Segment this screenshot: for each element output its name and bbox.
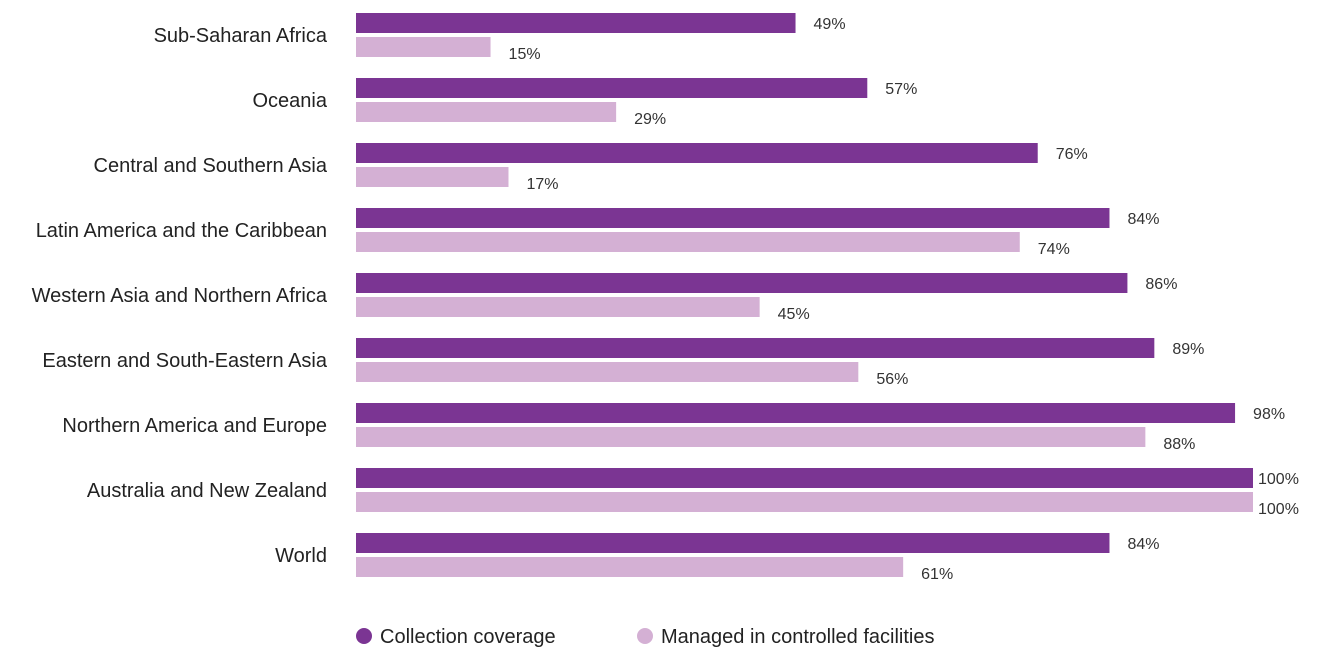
value-label-managed-in-controlled-facilities-western-asia-and-northern-africa: 45% <box>778 306 810 323</box>
value-label-collection-coverage-oceania: 57% <box>885 81 917 98</box>
value-label-collection-coverage-western-asia-and-northern-africa: 86% <box>1145 276 1177 293</box>
labels-layer: Sub-Saharan Africa 49% 15% Oceania 57% 29% Cen… <box>32 16 1299 583</box>
category-label-world: World <box>275 545 327 567</box>
bar-collection-coverage-eastern-and-south-eastern-asia <box>356 338 1155 358</box>
category-label-latin-america-and-the-caribbean: Latin America and the Caribbean <box>36 220 327 242</box>
value-label-managed-in-controlled-facilities-eastern-and-south-eastern-asia: 56% <box>876 371 908 388</box>
bar-collection-coverage-australia-and-new-zealand <box>356 468 1253 488</box>
bar-managed-in-controlled-facilities-eastern-and-south-eastern-asia <box>356 362 859 382</box>
legend: Collection coverage Managed in controlle… <box>356 626 935 647</box>
value-label-managed-in-controlled-facilities-central-and-southern-asia: 17% <box>526 176 558 193</box>
bar-collection-coverage-northern-america-and-europe <box>356 403 1236 423</box>
bar-managed-in-controlled-facilities-latin-america-and-the-caribbean <box>356 232 1020 252</box>
category-label-eastern-and-south-eastern-asia: Eastern and South-Eastern Asia <box>42 350 327 372</box>
value-label-managed-in-controlled-facilities-oceania: 29% <box>634 111 666 128</box>
bar-collection-coverage-world <box>356 533 1110 553</box>
category-label-central-and-southern-asia: Central and Southern Asia <box>94 155 328 177</box>
bar-managed-in-controlled-facilities-australia-and-new-zealand <box>356 492 1253 512</box>
value-label-collection-coverage-australia-and-new-zealand: 100% <box>1258 471 1299 488</box>
bar-collection-coverage-western-asia-and-northern-africa <box>356 273 1128 293</box>
bar-collection-coverage-latin-america-and-the-caribbean <box>356 208 1110 228</box>
value-label-managed-in-controlled-facilities-sub-saharan-africa: 15% <box>509 46 541 63</box>
value-label-collection-coverage-eastern-and-south-eastern-asia: 89% <box>1172 341 1204 358</box>
value-label-managed-in-controlled-facilities-northern-america-and-europe: 88% <box>1163 436 1195 453</box>
legend-label-collection-coverage: Collection coverage <box>380 626 556 647</box>
bar-managed-in-controlled-facilities-oceania <box>356 102 617 122</box>
bar-collection-coverage-oceania <box>356 78 868 98</box>
category-label-oceania: Oceania <box>253 90 328 112</box>
bar-collection-coverage-central-and-southern-asia <box>356 143 1038 163</box>
category-label-australia-and-new-zealand: Australia and New Zealand <box>87 480 327 502</box>
bar-collection-coverage-sub-saharan-africa <box>356 13 796 33</box>
category-label-sub-saharan-africa: Sub-Saharan Africa <box>154 25 328 47</box>
legend-marker-managed-in-controlled-facilities <box>637 628 653 644</box>
value-label-collection-coverage-latin-america-and-the-caribbean: 84% <box>1127 211 1159 228</box>
legend-label-managed-in-controlled-facilities: Managed in controlled facilities <box>661 626 935 647</box>
bar-managed-in-controlled-facilities-northern-america-and-europe <box>356 427 1146 447</box>
category-label-western-asia-and-northern-africa: Western Asia and Northern Africa <box>32 285 328 307</box>
value-label-managed-in-controlled-facilities-world: 61% <box>921 566 953 583</box>
value-label-collection-coverage-world: 84% <box>1127 536 1159 553</box>
category-label-northern-america-and-europe: Northern America and Europe <box>62 415 327 437</box>
value-label-collection-coverage-sub-saharan-africa: 49% <box>814 16 846 33</box>
value-label-collection-coverage-central-and-southern-asia: 76% <box>1056 146 1088 163</box>
value-label-managed-in-controlled-facilities-australia-and-new-zealand: 100% <box>1258 501 1299 518</box>
bar-managed-in-controlled-facilities-western-asia-and-northern-africa <box>356 297 760 317</box>
bar-managed-in-controlled-facilities-world <box>356 557 904 577</box>
bars-layer <box>356 13 1253 577</box>
bar-managed-in-controlled-facilities-central-and-southern-asia <box>356 167 509 187</box>
bar-managed-in-controlled-facilities-sub-saharan-africa <box>356 37 491 57</box>
value-label-collection-coverage-northern-america-and-europe: 98% <box>1253 406 1285 423</box>
legend-marker-collection-coverage <box>356 628 372 644</box>
value-label-managed-in-controlled-facilities-latin-america-and-the-caribbean: 74% <box>1038 241 1070 258</box>
